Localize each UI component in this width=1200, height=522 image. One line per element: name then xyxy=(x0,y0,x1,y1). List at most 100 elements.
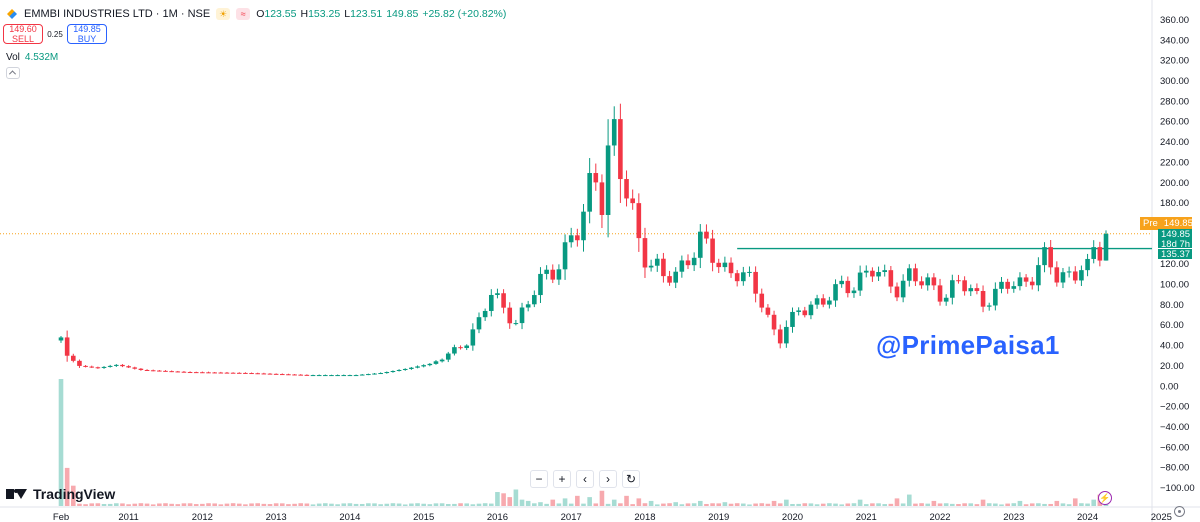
x-tick-label: 2012 xyxy=(192,512,213,522)
candle-body xyxy=(587,173,592,212)
volume-bar xyxy=(464,503,470,506)
candle-body xyxy=(956,280,961,282)
candle-body xyxy=(1085,258,1090,271)
candle-body xyxy=(654,258,660,266)
y-tick-label: 260.00 xyxy=(1160,117,1189,128)
candle-body xyxy=(89,366,95,368)
zoom-controls: − + ‹ › ↻ xyxy=(530,470,640,488)
volume-bar xyxy=(931,500,937,506)
candle-body xyxy=(1072,271,1078,281)
volume-bar xyxy=(925,503,931,506)
volume-bar xyxy=(482,503,488,506)
candle-body xyxy=(187,372,193,374)
scroll-right-button[interactable]: › xyxy=(599,470,617,488)
candle-body xyxy=(476,317,482,330)
volume-bar xyxy=(470,504,476,506)
candle-body xyxy=(150,370,156,372)
candle-body xyxy=(568,235,574,243)
volume-bar xyxy=(753,503,758,506)
x-tick-label: 2023 xyxy=(1003,512,1024,522)
settings-icon[interactable] xyxy=(1174,506,1185,517)
volume-bar xyxy=(304,503,310,506)
volume-bar xyxy=(114,503,119,506)
volume-bar xyxy=(771,500,777,506)
candle-body xyxy=(1054,267,1060,283)
volume-bar xyxy=(243,504,248,506)
volume-bar xyxy=(1011,503,1017,506)
zoom-out-button[interactable]: − xyxy=(530,470,548,488)
candle-body xyxy=(341,375,347,377)
volume-bar xyxy=(1060,503,1066,506)
volume-bar xyxy=(870,503,875,506)
sell-button[interactable]: 149.60 SELL xyxy=(3,24,43,44)
volume-bar xyxy=(77,503,82,506)
candle-body xyxy=(747,271,752,273)
flash-icon[interactable]: ⚡ xyxy=(1098,491,1112,505)
candle-body xyxy=(126,366,131,368)
candle-body xyxy=(599,182,605,215)
reset-chart-button[interactable]: ↻ xyxy=(622,470,640,488)
candle-body xyxy=(255,373,261,375)
volume-bar xyxy=(796,503,801,506)
volume-bar xyxy=(913,503,918,506)
candle-body xyxy=(329,375,334,377)
x-tick-label: 2011 xyxy=(118,512,138,522)
candle-body xyxy=(236,372,242,374)
volume-bar xyxy=(1085,503,1090,506)
symbol-logo-icon xyxy=(6,8,18,20)
candle-body xyxy=(169,371,174,373)
candle-body xyxy=(249,373,254,375)
x-tick-label: 2020 xyxy=(782,512,803,522)
volume-bar xyxy=(359,503,365,506)
candle-body xyxy=(900,280,906,298)
volume-bar xyxy=(175,504,181,506)
candle-body xyxy=(132,367,138,369)
volume-bar xyxy=(986,503,992,506)
candle-body xyxy=(1042,247,1047,266)
tradingview-logo[interactable]: TradingView xyxy=(6,486,115,502)
wave-icon[interactable]: ≈ xyxy=(236,8,251,20)
volume-bar xyxy=(1023,504,1029,506)
volume-bar xyxy=(323,503,328,506)
scroll-left-button[interactable]: ‹ xyxy=(576,470,594,488)
volume-bar xyxy=(206,503,211,506)
candle-body xyxy=(624,179,629,199)
volume-bar xyxy=(882,504,888,506)
candle-body xyxy=(458,347,463,349)
candle-body xyxy=(439,359,445,362)
y-tick-label: −80.00 xyxy=(1160,463,1189,474)
y-tick-label: 360.00 xyxy=(1160,15,1189,26)
candle-body xyxy=(857,272,863,291)
y-tick-label: 100.00 xyxy=(1160,280,1189,291)
x-tick-label: 2018 xyxy=(634,512,655,522)
volume-bar xyxy=(833,503,838,506)
volume-bar xyxy=(747,504,752,506)
candle-body xyxy=(937,285,943,302)
symbol-title[interactable]: EMMBI INDUSTRIES LTD · 1M · NSE xyxy=(24,8,211,20)
buy-button[interactable]: 149.85 BUY xyxy=(67,24,107,44)
volume-bar xyxy=(624,495,629,506)
candle-body xyxy=(304,374,310,376)
candle-body xyxy=(107,365,113,367)
volume-bar xyxy=(716,503,722,506)
sun-icon[interactable]: ☀ xyxy=(216,8,231,20)
candle-body xyxy=(163,370,168,372)
volume-bar xyxy=(347,503,353,506)
y-tick-label: 200.00 xyxy=(1160,178,1189,189)
volume-bar xyxy=(827,503,832,506)
candle-body xyxy=(913,268,918,282)
candle-body xyxy=(722,262,728,268)
zoom-in-button[interactable]: + xyxy=(553,470,571,488)
collapse-legend-button[interactable] xyxy=(6,67,20,79)
volume-bar xyxy=(894,498,900,506)
volume-bar xyxy=(777,503,783,506)
candle-body xyxy=(1079,270,1084,281)
volume-bar xyxy=(316,503,322,506)
volume-bar xyxy=(962,503,967,506)
candle-body xyxy=(827,300,832,305)
candle-body xyxy=(101,366,107,368)
candle-body xyxy=(114,364,119,366)
volume-bar xyxy=(341,503,347,506)
x-tick-label: 2014 xyxy=(339,512,360,522)
